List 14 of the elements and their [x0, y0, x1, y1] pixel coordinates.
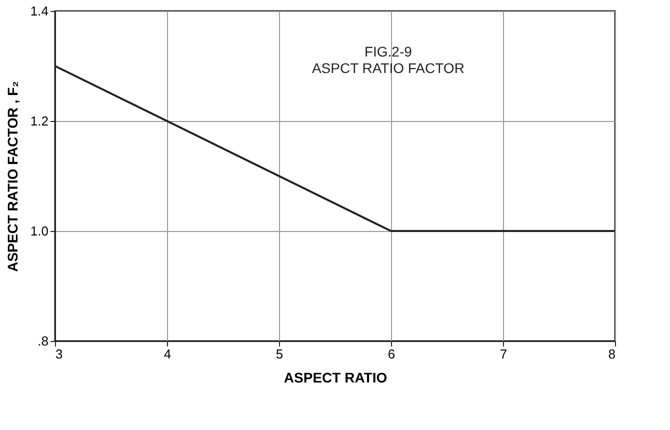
y-tick-label: 1.0 [30, 224, 48, 238]
x-tick-label: 3 [56, 346, 63, 362]
y-axis-title: ASPECT RATIO FACTOR , F₂ [4, 81, 20, 272]
y-tick-label: 1.2 [30, 114, 48, 128]
x-tick-label: 6 [388, 346, 396, 362]
y-tick-label: 1.4 [30, 4, 48, 18]
x-tick-label: 4 [164, 346, 172, 362]
x-tick-label: 7 [500, 346, 508, 362]
y-tick-label: .8 [38, 334, 48, 348]
x-axis-title: ASPECT RATIO [284, 370, 388, 386]
x-tick-label: 5 [276, 346, 284, 362]
text: FIG.2-9 [364, 43, 412, 60]
x-tick-label: 8 [608, 346, 616, 362]
text: ASPCT RATIO FACTOR [312, 60, 464, 76]
